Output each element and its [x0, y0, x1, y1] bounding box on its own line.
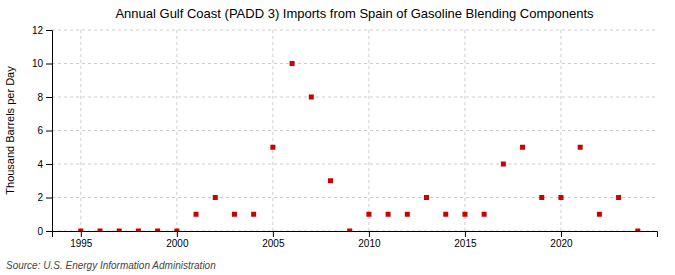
y-tick-label: 8	[37, 92, 43, 103]
point	[232, 212, 237, 217]
y-axis: 0 2 4 6 8 10 12	[32, 25, 53, 237]
point	[405, 212, 410, 217]
x-tick: 2015	[454, 231, 477, 249]
point	[309, 95, 314, 100]
x-tick: 1995	[70, 231, 93, 249]
grid	[52, 30, 657, 231]
y-tick-label: 4	[37, 159, 43, 170]
x-axis-line	[53, 232, 658, 238]
x-tick-mark	[81, 231, 82, 237]
point	[78, 229, 83, 232]
grid-line-x	[176, 30, 177, 231]
plot-area: 1995 2000 2005 2010 2015 2020 0 2 4 6 8 10 12	[32, 25, 658, 249]
x-tick-mark	[561, 231, 562, 237]
y-tick-label: 2	[37, 192, 43, 203]
point	[213, 195, 218, 200]
point	[462, 212, 467, 217]
point	[366, 212, 371, 217]
point	[251, 212, 256, 217]
x-tick-mark	[465, 231, 466, 237]
grid-line-x	[560, 30, 561, 231]
point	[155, 229, 160, 232]
point	[501, 162, 506, 167]
grid-line-x	[272, 30, 273, 231]
x-axis: 1995 2000 2005 2010 2015 2020	[53, 231, 658, 249]
point	[443, 212, 448, 217]
point	[558, 195, 563, 200]
point	[616, 195, 621, 200]
x-tick-mark	[177, 231, 178, 237]
x-tick-label: 2010	[358, 238, 381, 249]
grid-line-y	[52, 97, 657, 98]
y-tick-label: 0	[37, 226, 43, 237]
x-tick-mark	[273, 231, 274, 237]
points	[78, 61, 640, 231]
x-tick: 2005	[262, 231, 285, 249]
y-tick-mark	[46, 64, 52, 65]
y-tick: 8	[37, 92, 52, 103]
point	[482, 212, 487, 217]
y-axis-line	[46, 31, 53, 232]
grid-line-y	[52, 30, 657, 31]
point	[136, 229, 141, 232]
y-tick: 12	[32, 25, 52, 36]
point	[328, 178, 333, 183]
y-tick: 6	[37, 125, 52, 136]
y-tick-mark	[46, 131, 52, 132]
grid-line-x	[368, 30, 369, 231]
x-tick-label: 1995	[70, 238, 93, 249]
x-tick: 2010	[358, 231, 381, 249]
x-tick-mark	[369, 231, 370, 237]
y-tick-mark	[46, 164, 52, 165]
point	[290, 61, 295, 66]
point	[520, 145, 525, 150]
x-tick-label: 2000	[166, 238, 189, 249]
x-tick: 2000	[166, 231, 189, 249]
point	[386, 212, 391, 217]
y-tick-mark	[46, 30, 52, 31]
y-tick-mark	[46, 231, 52, 232]
grid-line-y	[52, 197, 657, 198]
point	[194, 212, 199, 217]
point	[597, 212, 602, 217]
point	[539, 195, 544, 200]
y-tick: 0	[37, 226, 52, 237]
y-tick-mark	[46, 97, 52, 98]
y-tick: 2	[37, 192, 52, 203]
annotation: Source: U.S. Energy Information Administ…	[6, 260, 216, 271]
y-tick-label: 10	[32, 58, 44, 69]
point	[635, 229, 640, 232]
grid-line-y	[52, 63, 657, 64]
x-tick-label: 2020	[550, 238, 573, 249]
grid-line-y	[52, 130, 657, 131]
point	[347, 229, 352, 232]
y-tick: 10	[32, 58, 52, 69]
y-tick-label: 6	[37, 125, 43, 136]
y-tick-mark	[46, 198, 52, 199]
y-axis-title: Thousand Barrels per Day	[4, 66, 16, 195]
x-tick: 2020	[550, 231, 573, 249]
grid-line-x	[80, 30, 81, 231]
title: Annual Gulf Coast (PADD 3) Imports from …	[115, 6, 594, 21]
point	[174, 229, 179, 232]
x-tick-label: 2005	[262, 238, 285, 249]
point	[578, 145, 583, 150]
grid-line-x	[464, 30, 465, 231]
point	[424, 195, 429, 200]
x-tick-label: 2015	[454, 238, 477, 249]
point	[270, 145, 275, 150]
point	[98, 229, 103, 232]
y-tick-label: 12	[32, 25, 44, 36]
point	[117, 229, 122, 232]
y-tick: 4	[37, 159, 52, 170]
grid-line-y	[52, 164, 657, 165]
chart: 1995 2000 2005 2010 2015 2020 0 2 4 6 8 10 12 Annual …	[0, 0, 675, 275]
